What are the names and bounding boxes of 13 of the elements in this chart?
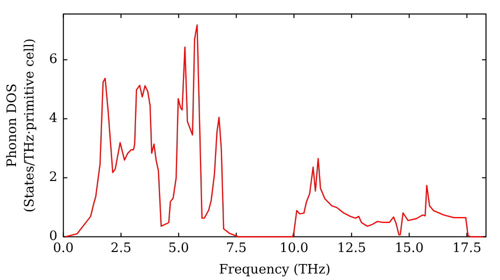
y-tick-label: 4 [49, 111, 58, 126]
x-tick-label: 5.0 [168, 240, 189, 256]
x-tick-label: 7.5 [226, 240, 247, 256]
x-tick-label: 2.5 [110, 240, 132, 256]
x-tick-label: 15.0 [394, 240, 424, 256]
x-axis-title: Frequency (THz) [218, 262, 330, 278]
x-tick-label: 10.0 [279, 240, 308, 256]
y-tick-label: 2 [49, 170, 58, 186]
x-tick-label: 12.5 [337, 240, 366, 256]
x-tick-label: 17.5 [452, 240, 482, 256]
x-tick-label: 0.0 [53, 240, 74, 256]
y-tick-label: 6 [49, 52, 58, 68]
y-axis-title: Phonon DOS (States/THz·primitive cell) [5, 38, 38, 212]
